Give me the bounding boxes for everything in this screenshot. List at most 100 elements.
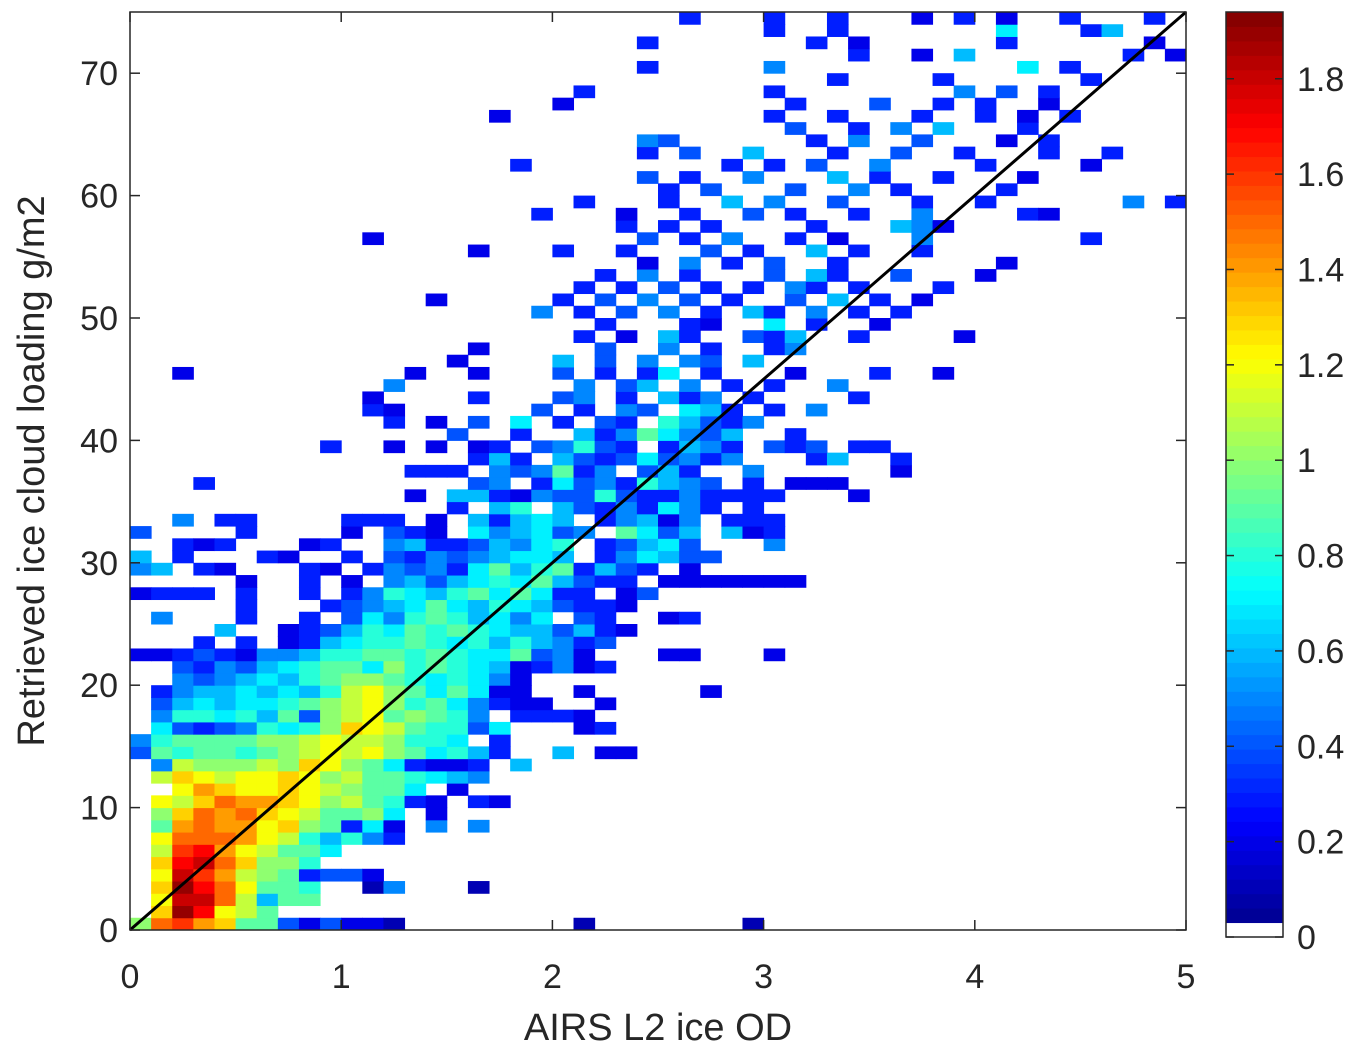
heatmap-cell	[298, 562, 321, 576]
heatmap-cell	[1101, 24, 1124, 37]
heatmap-cell	[510, 501, 532, 515]
heatmap-cell	[700, 489, 722, 503]
heatmap-cell	[298, 746, 321, 760]
heatmap-cell	[467, 685, 490, 698]
colorbar-segment	[1226, 792, 1283, 808]
heatmap-cell	[235, 575, 258, 588]
heatmap-cell	[277, 721, 300, 735]
heatmap-cell	[193, 819, 215, 833]
heatmap-cell	[489, 734, 511, 747]
heatmap-cell	[742, 330, 765, 343]
heatmap-cell	[151, 697, 173, 711]
heatmap-cell	[341, 575, 363, 588]
heatmap-cell	[256, 758, 279, 772]
heatmap-cell	[256, 905, 279, 919]
heatmap-cell	[214, 783, 237, 796]
heatmap-cell	[826, 195, 849, 209]
heatmap-cell	[362, 917, 384, 931]
heatmap-cell	[636, 293, 659, 307]
heatmap-cell	[467, 366, 490, 380]
heatmap-cell	[721, 403, 743, 417]
y-tick-label: 30	[80, 545, 118, 583]
colorbar-tick-label: 1.8	[1297, 61, 1344, 99]
heatmap-cell	[362, 232, 384, 246]
heatmap-cell	[552, 660, 575, 674]
heatmap-cell	[510, 685, 532, 698]
heatmap-cell	[784, 97, 807, 111]
heatmap-cell	[277, 844, 300, 858]
heatmap-cell	[214, 758, 237, 772]
heatmap-cell	[256, 721, 279, 735]
heatmap-cell	[658, 550, 680, 564]
heatmap-cell	[341, 721, 363, 735]
heatmap-cell	[362, 881, 384, 894]
heatmap-cell	[446, 354, 469, 368]
heatmap-cell	[214, 881, 237, 894]
heatmap-cell	[256, 819, 279, 833]
colorbar-segment	[1226, 156, 1283, 172]
heatmap-cell	[467, 244, 490, 258]
colorbar-segment	[1226, 460, 1283, 475]
heatmap-cell	[172, 709, 194, 723]
heatmap-cell	[573, 721, 596, 735]
heatmap-cell	[531, 538, 553, 552]
heatmap-cell	[679, 171, 701, 184]
heatmap-cell	[256, 856, 279, 870]
colorbar-segment	[1226, 40, 1283, 56]
heatmap-cell	[193, 758, 215, 772]
heatmap-cell	[467, 477, 490, 490]
heatmap-cell	[362, 672, 384, 686]
heatmap-cell	[446, 770, 469, 784]
heatmap-cell	[805, 36, 828, 50]
heatmap-cell	[235, 660, 258, 674]
heatmap-cell	[531, 587, 553, 601]
heatmap-cell	[446, 672, 469, 686]
heatmap-cell	[404, 538, 427, 552]
heatmap-cell	[784, 281, 807, 295]
heatmap-cell	[425, 440, 448, 454]
heatmap-cell	[552, 452, 575, 466]
heatmap-cell	[552, 550, 575, 564]
heatmap-cell	[658, 330, 680, 343]
x-tick-label: 2	[543, 958, 562, 996]
heatmap-cell	[404, 734, 427, 747]
heatmap-cell	[425, 562, 448, 576]
heatmap-cell	[404, 795, 427, 809]
colorbar-segment	[1226, 517, 1283, 533]
heatmap-cell	[805, 158, 828, 172]
heatmap-cell	[658, 281, 680, 295]
heatmap-cell	[636, 134, 659, 148]
heatmap-cell	[531, 477, 553, 490]
colorbar-segment	[1226, 344, 1283, 360]
heatmap-cell	[425, 415, 448, 429]
heatmap-cell	[277, 648, 300, 662]
heatmap-cell	[763, 403, 786, 417]
heatmap-cell	[995, 256, 1018, 270]
heatmap-cell	[298, 648, 321, 662]
heatmap-cell	[151, 709, 173, 723]
heatmap-cell	[636, 489, 659, 503]
heatmap-cell	[341, 783, 363, 796]
heatmap-cell	[130, 562, 152, 576]
heatmap-cell	[425, 624, 448, 637]
heatmap-cell	[383, 575, 406, 588]
colorbar-segment	[1226, 590, 1283, 606]
heatmap-cell	[425, 513, 448, 527]
heatmap-cell	[742, 354, 765, 368]
heatmap-cell	[1017, 109, 1039, 123]
colorbar-segment	[1226, 127, 1283, 143]
heatmap-cell	[573, 709, 596, 723]
heatmap-cell	[467, 415, 490, 429]
colorbar-segment	[1226, 445, 1283, 461]
heatmap-cell	[214, 917, 237, 931]
heatmap-cell	[594, 624, 617, 637]
heatmap-cell	[573, 305, 596, 319]
heatmap-cell	[362, 648, 384, 662]
heatmap-cell	[446, 575, 469, 588]
heatmap-cell	[320, 672, 342, 686]
heatmap-cell	[510, 513, 532, 527]
heatmap-cell	[658, 391, 680, 405]
heatmap-cell	[404, 783, 427, 796]
heatmap-cell	[425, 685, 448, 698]
heatmap-cell	[721, 379, 743, 392]
